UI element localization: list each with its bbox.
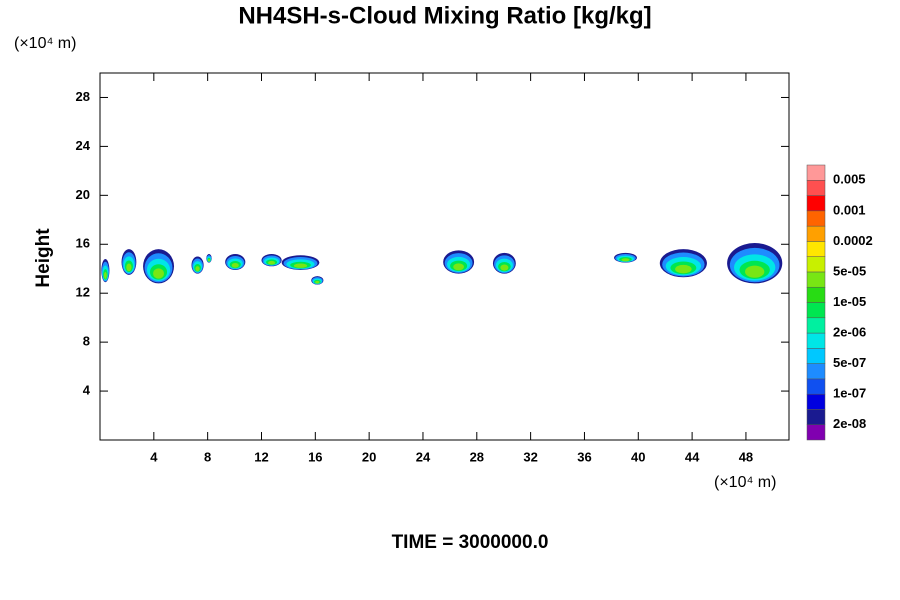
colorbar-label: 5e-05 (833, 263, 866, 278)
x-tick-label: 48 (739, 449, 753, 464)
colorbar-box (806, 164, 826, 181)
colorbar-label: 0.001 (833, 202, 866, 217)
colorbar-box (806, 225, 826, 242)
footer: TIME = 3000000.0 (392, 532, 549, 553)
cloud-region (453, 263, 465, 271)
x-tick-label: 12 (254, 449, 268, 464)
colorbar-box (806, 348, 826, 364)
colorbar-box (806, 210, 826, 227)
cloud-region (208, 258, 211, 262)
colorbar-box (806, 409, 826, 425)
x-tick-label: 40 (631, 449, 645, 464)
colorbar-label: 2e-06 (833, 324, 866, 339)
cloud-region (293, 263, 308, 268)
colorbar-box (806, 332, 826, 349)
colorbar-box (806, 424, 826, 441)
cloud-region (621, 258, 630, 262)
x-unit: (×10⁴ m) (714, 474, 776, 491)
colorbar-label: 2e-08 (833, 416, 866, 431)
colorbar-box (806, 195, 826, 212)
cloud-region (268, 260, 276, 265)
colorbar-label: 0.005 (833, 172, 866, 187)
colorbar-box (806, 271, 826, 288)
cloud-region (195, 266, 200, 272)
y-tick-label: 24 (76, 138, 91, 153)
y-tick-label: 12 (76, 285, 90, 300)
cloud-region (675, 264, 692, 274)
colorbar-box (806, 378, 826, 395)
x-tick-label: 28 (470, 449, 484, 464)
colorbar-box (806, 286, 826, 303)
x-tick-label: 32 (523, 449, 537, 464)
x-tick-label: 44 (685, 449, 700, 464)
y-axis-label: Height (33, 228, 54, 288)
colorbar-box (806, 256, 826, 273)
colorbar-label: 1e-05 (833, 294, 866, 309)
colorbar-box (806, 302, 826, 319)
colorbar-label: 0.0002 (833, 233, 873, 248)
cloud-region (231, 262, 239, 268)
y-tick-label: 28 (76, 89, 90, 104)
x-tick-label: 8 (204, 449, 211, 464)
y-tick-label: 4 (83, 383, 91, 398)
cloud-region (153, 268, 164, 279)
cloud-region (500, 264, 509, 271)
y-tick-label: 8 (83, 334, 90, 349)
x-tick-label: 36 (577, 449, 591, 464)
chart-title: NH4SH-s-Cloud Mixing Ratio [kg/kg] (238, 2, 651, 29)
x-tick-label: 4 (150, 449, 158, 464)
x-tick-label: 20 (362, 449, 376, 464)
colorbar-label: 1e-07 (833, 386, 866, 401)
cloud-region (103, 271, 107, 279)
colorbar-label: 5e-07 (833, 355, 866, 370)
plot-frame (99, 72, 790, 441)
colorbar-box (806, 317, 826, 334)
cloud-region (126, 263, 132, 272)
cloud-region (315, 280, 320, 284)
x-tick-label: 24 (416, 449, 431, 464)
y-tick-label: 20 (76, 187, 90, 202)
colorbar-box (806, 180, 826, 196)
y-unit: (×10⁴ m) (14, 35, 76, 52)
colorbar-box (806, 241, 826, 257)
y-tick-label: 16 (76, 236, 90, 251)
x-tick-label: 16 (308, 449, 322, 464)
cloud-region (745, 265, 765, 278)
colorbar-box (806, 393, 826, 410)
colorbar-box (806, 363, 826, 380)
